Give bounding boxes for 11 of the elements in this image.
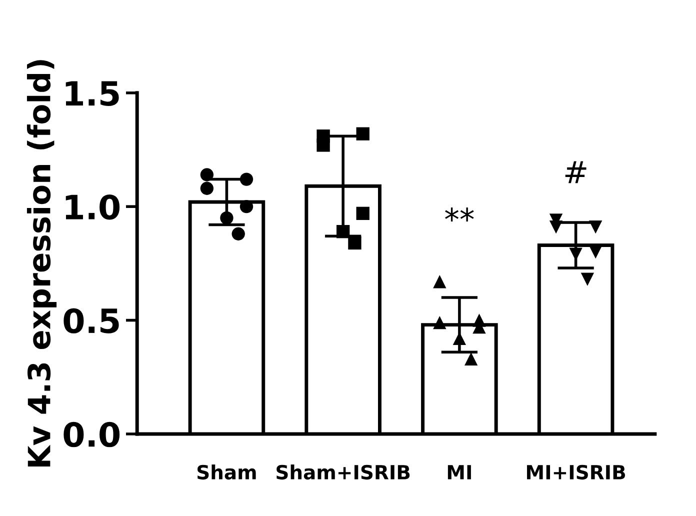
- y-tick-label: 1.5: [66, 81, 119, 106]
- x-tick-label: Sham+ISRIB: [276, 464, 410, 480]
- x-tick-label: MI+ISRIB: [527, 464, 626, 480]
- x-tick-label: Sham: [197, 464, 256, 480]
- y-tick-label: 1.0: [66, 194, 120, 220]
- annotation: **: [445, 208, 474, 222]
- x-tick-label: MI: [448, 465, 471, 480]
- annotation: #: [565, 161, 586, 184]
- y-tick-label: 0.0: [64, 422, 120, 448]
- y-axis-title: Kv 4.3 expression (fold): [26, 60, 57, 467]
- y-tick-label: 0.5: [64, 308, 119, 334]
